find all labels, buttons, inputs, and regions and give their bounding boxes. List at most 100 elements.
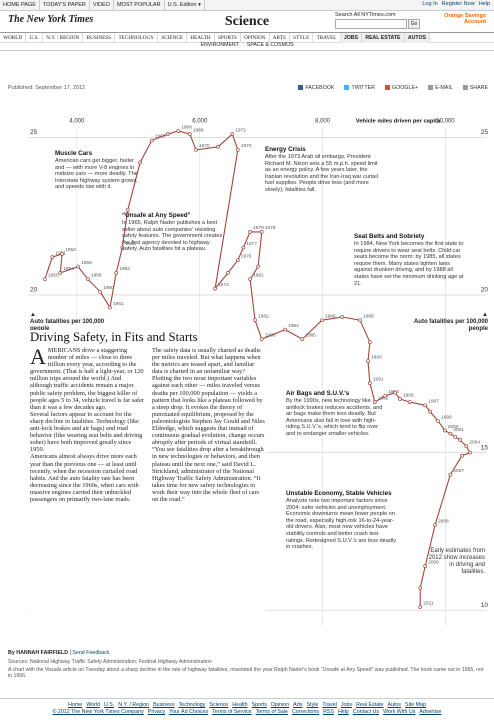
legal-link[interactable]: Privacy xyxy=(147,709,166,715)
paragraph-text: Several factors appear to account for th… xyxy=(30,410,143,454)
nav-link[interactable]: HEALTH xyxy=(187,33,215,43)
year-label: 1982 xyxy=(258,313,269,319)
year-label: 1992 xyxy=(378,395,389,401)
x-tick-label: 4,000 xyxy=(69,119,85,125)
year-label: 1977 xyxy=(246,241,257,247)
legal-link[interactable]: Contact Us xyxy=(352,709,380,715)
legal-link[interactable]: © 2012 The New York Times Company xyxy=(52,709,144,715)
footer-link[interactable]: World xyxy=(86,702,100,708)
nav-link[interactable]: TRAVEL xyxy=(313,33,341,43)
nav-link[interactable]: AUTOS xyxy=(404,33,431,43)
data-point xyxy=(368,340,372,345)
footer-link[interactable]: U.S. xyxy=(103,702,115,708)
data-point xyxy=(464,444,469,449)
data-point xyxy=(248,277,252,282)
nav-link[interactable]: JOBS xyxy=(340,33,363,43)
top-link[interactable]: MOST POPULAR xyxy=(114,0,165,10)
data-point xyxy=(423,564,428,568)
share-button[interactable]: SHARE xyxy=(463,85,488,91)
annotation-title: Muscle Cars xyxy=(55,150,93,157)
nav-link[interactable]: U.S. xyxy=(26,33,44,43)
share-button[interactable]: TWITTER xyxy=(344,85,375,91)
footer-link[interactable]: Jobs xyxy=(340,702,353,708)
year-label: 2007 xyxy=(453,468,464,474)
ad[interactable]: Orange Savings Account xyxy=(444,13,486,25)
footer-link[interactable]: Autos xyxy=(387,702,402,708)
year-label: 1984 xyxy=(288,323,299,329)
share-button[interactable]: GOOGLE+ xyxy=(385,85,418,91)
footer-link[interactable]: Business xyxy=(153,702,175,708)
annotation-text: After the 1973 Arab oil embargo, Preside… xyxy=(265,154,378,193)
year-label: 1972 xyxy=(235,127,246,133)
nav-link[interactable]: SPORTS xyxy=(215,33,241,43)
search-box[interactable] xyxy=(335,19,407,29)
legal-link[interactable]: Corrections xyxy=(291,709,320,715)
feedback-link[interactable]: Send Feedback xyxy=(72,650,110,656)
footer-link[interactable]: N.Y. / Region xyxy=(118,702,150,708)
footer-link[interactable]: Travel xyxy=(322,702,337,708)
share-button[interactable]: E-MAIL xyxy=(428,85,453,91)
nav-link[interactable]: OPINION xyxy=(241,33,270,43)
search-button[interactable]: Go xyxy=(408,19,420,29)
top-link[interactable]: VIDEO xyxy=(90,0,114,10)
legal-link[interactable]: Terms of Sale xyxy=(255,709,288,715)
account-link[interactable]: Help xyxy=(478,1,490,7)
data-point xyxy=(358,318,362,323)
footer-link[interactable]: Site Map xyxy=(405,702,426,708)
nav-link[interactable]: TECHNOLOGY xyxy=(115,33,159,43)
nav-link[interactable]: SCIENCE xyxy=(158,33,188,43)
year-label: 1954 xyxy=(63,266,74,272)
annotation-text: In 1984, New York becomes the first stat… xyxy=(354,241,464,287)
data-point xyxy=(407,400,412,404)
top-link[interactable]: U.S. Edition ▾ xyxy=(165,0,205,10)
footer-legal: © 2012 The New York Times Company Privacy… xyxy=(0,709,494,715)
logo[interactable]: The New York Times xyxy=(8,14,94,25)
data-point xyxy=(230,132,235,136)
subnav-link[interactable]: SPACE & COSMOS xyxy=(246,42,294,48)
subnav-link[interactable]: ENVIRONMENT xyxy=(200,42,239,48)
drop-cap: A xyxy=(30,344,46,369)
nav-link[interactable]: STYLE xyxy=(290,33,314,43)
footer-link[interactable]: Real Estate xyxy=(356,702,384,708)
footer-link[interactable]: Science xyxy=(209,702,229,708)
legal-link[interactable]: Work With Us xyxy=(383,709,416,715)
footer-link[interactable]: Sports xyxy=(251,702,267,708)
data-point xyxy=(216,144,220,149)
top-link[interactable]: HOME PAGE xyxy=(0,0,40,10)
annotation-title: Air Bags and S.U.V.'s xyxy=(286,390,350,397)
nav-link[interactable]: BUSINESS xyxy=(83,33,116,43)
legal-link[interactable]: Terms of Service xyxy=(212,709,252,715)
year-label: 1986 xyxy=(325,313,336,319)
footer-link[interactable]: Home xyxy=(68,702,83,708)
footer-link[interactable]: Arts xyxy=(293,702,303,708)
arrow: ▲ xyxy=(30,312,36,318)
footer-link[interactable]: Technology xyxy=(178,702,206,708)
footer-link[interactable]: Style xyxy=(306,702,319,708)
footer-link[interactable]: Health xyxy=(232,702,248,708)
legal-link[interactable]: Advertise xyxy=(419,709,442,715)
x-tick-label: 10,000 xyxy=(436,119,455,125)
legal-link[interactable]: Your Ad Choices xyxy=(169,709,209,715)
nav-link[interactable]: N.Y. / REGION xyxy=(43,33,84,43)
year-label: 1976 xyxy=(241,254,252,260)
data-point xyxy=(43,277,47,282)
year-label: 2001 xyxy=(453,427,464,433)
year-label: 1974 xyxy=(218,282,229,288)
data-point xyxy=(433,523,437,527)
legal-link[interactable]: RSS xyxy=(323,709,334,715)
sources: Sources: National Highway Traffic Safety… xyxy=(8,659,212,665)
nav-link[interactable]: WORLD xyxy=(0,33,27,43)
share-button[interactable]: FACEBOOK xyxy=(298,85,334,91)
data-point xyxy=(448,431,453,436)
top-link[interactable]: TODAY'S PAPER xyxy=(40,0,90,10)
nav-link[interactable]: ARTS xyxy=(270,33,290,43)
legal-link[interactable]: Help xyxy=(337,709,349,715)
account-link[interactable]: Register Now xyxy=(441,1,475,7)
footer-link[interactable]: Opinion xyxy=(270,702,290,708)
nav-link[interactable]: REAL ESTATE xyxy=(362,33,405,43)
y-axis-label: ▲ Auto fatalities per 100,000 people xyxy=(410,312,488,333)
account-link[interactable]: Log In xyxy=(422,1,438,7)
data-point xyxy=(176,129,181,133)
data-point xyxy=(194,148,198,152)
data-point xyxy=(393,390,397,395)
